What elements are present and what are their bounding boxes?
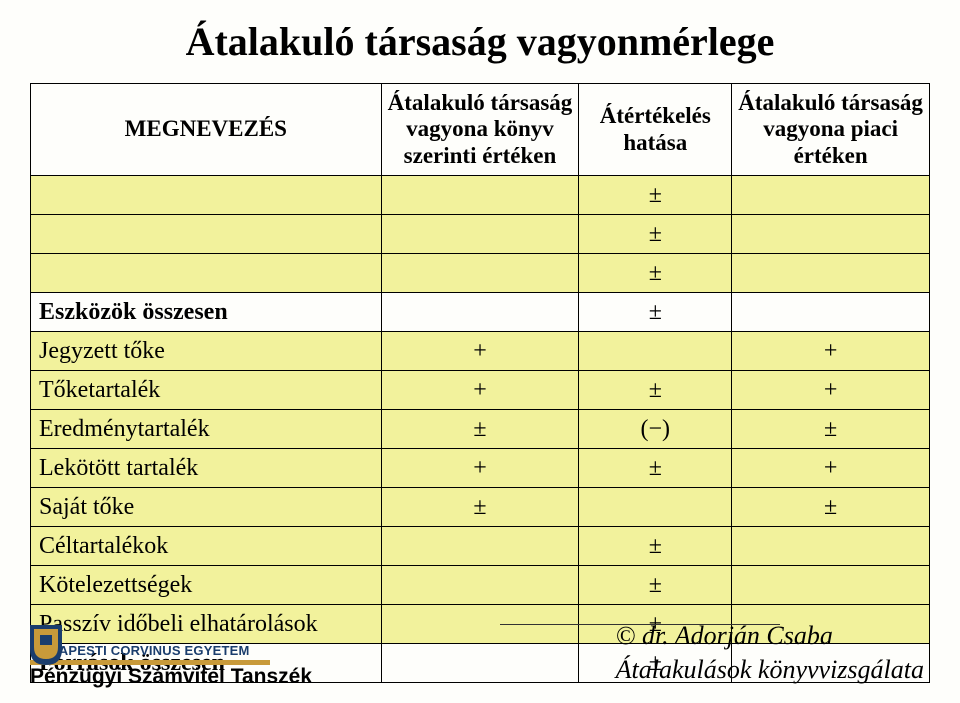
table-row: Eredménytartalék±(−)± (31, 410, 930, 449)
cell-market-value (732, 215, 930, 254)
cell-book-value (381, 254, 579, 293)
author-line: © dr. Adorján Csaba (616, 619, 924, 653)
cell-market-value: + (732, 449, 930, 488)
cell-book-value: + (381, 371, 579, 410)
slide: Átalakuló társaság vagyonmérlege MEGNEVE… (0, 0, 960, 703)
cell-market-value (732, 293, 930, 332)
row-label: Jegyzett tőke (31, 332, 382, 371)
cell-revaluation: ± (579, 254, 732, 293)
row-label: Eredménytartalék (31, 410, 382, 449)
cell-market-value: ± (732, 410, 930, 449)
cell-revaluation: ± (579, 176, 732, 215)
footer: BUDAPESTI CORVINUS EGYETEM Pénzügyi Szám… (0, 599, 960, 689)
table-row: ± (31, 176, 930, 215)
col-header-book-value: Átalakuló társaság vagyona könyv szerint… (381, 84, 579, 176)
col-header-name: MEGNEVEZÉS (31, 84, 382, 176)
table-row: ± (31, 254, 930, 293)
cell-book-value (381, 176, 579, 215)
department-name: Pénzügyi Számvitel Tanszék (30, 665, 312, 689)
cell-revaluation: ± (579, 449, 732, 488)
cell-revaluation: ± (579, 215, 732, 254)
row-label: Tőketartalék (31, 371, 382, 410)
cell-book-value: + (381, 332, 579, 371)
university-crest-icon (28, 623, 64, 667)
footer-right: © dr. Adorján Csaba Átalakulások könyvvi… (616, 619, 924, 687)
cell-market-value (732, 527, 930, 566)
cell-book-value: ± (381, 410, 579, 449)
cell-revaluation (579, 332, 732, 371)
row-label: Eszközök összesen (31, 293, 382, 332)
cell-book-value: + (381, 449, 579, 488)
cell-book-value (381, 293, 579, 332)
table-row: Céltartalékok ± (31, 527, 930, 566)
row-label: Céltartalékok (31, 527, 382, 566)
cell-revaluation: ± (579, 293, 732, 332)
cell-book-value: ± (381, 488, 579, 527)
copyright-symbol: © (616, 621, 636, 650)
cell-revaluation: ± (579, 371, 732, 410)
cell-revaluation: ± (579, 527, 732, 566)
table-row: Saját tőke±± (31, 488, 930, 527)
cell-revaluation: (−) (579, 410, 732, 449)
footer-subtitle: Átalakulások könyvvizsgálata (616, 653, 924, 687)
row-label (31, 215, 382, 254)
university-name: BUDAPESTI CORVINUS EGYETEM (30, 643, 300, 658)
cell-market-value: ± (732, 488, 930, 527)
cell-revaluation (579, 488, 732, 527)
cell-market-value (732, 176, 930, 215)
row-label: Saját tőke (31, 488, 382, 527)
table-row: Lekötött tartalék+±+ (31, 449, 930, 488)
table-row: Tőketartalék+±+ (31, 371, 930, 410)
slide-title: Átalakuló társaság vagyonmérlege (30, 18, 930, 65)
table-header-row: MEGNEVEZÉS Átalakuló társaság vagyona kö… (31, 84, 930, 176)
cell-book-value (381, 215, 579, 254)
col-header-revaluation: Átértékelés hatása (579, 84, 732, 176)
row-label (31, 176, 382, 215)
row-label (31, 254, 382, 293)
cell-market-value: + (732, 371, 930, 410)
cell-book-value (381, 527, 579, 566)
footer-left: BUDAPESTI CORVINUS EGYETEM Pénzügyi Szám… (30, 643, 312, 689)
cell-market-value (732, 254, 930, 293)
cell-market-value: + (732, 332, 930, 371)
table-row: ± (31, 215, 930, 254)
author-name: dr. Adorján Csaba (642, 621, 833, 650)
row-label: Lekötött tartalék (31, 449, 382, 488)
balance-table: MEGNEVEZÉS Átalakuló társaság vagyona kö… (30, 83, 930, 683)
col-header-market-value: Átalakuló társaság vagyona piaci értéken (732, 84, 930, 176)
logo-block: BUDAPESTI CORVINUS EGYETEM (30, 643, 300, 665)
table-row: Jegyzett tőke++ (31, 332, 930, 371)
table-row: Eszközök összesen ± (31, 293, 930, 332)
